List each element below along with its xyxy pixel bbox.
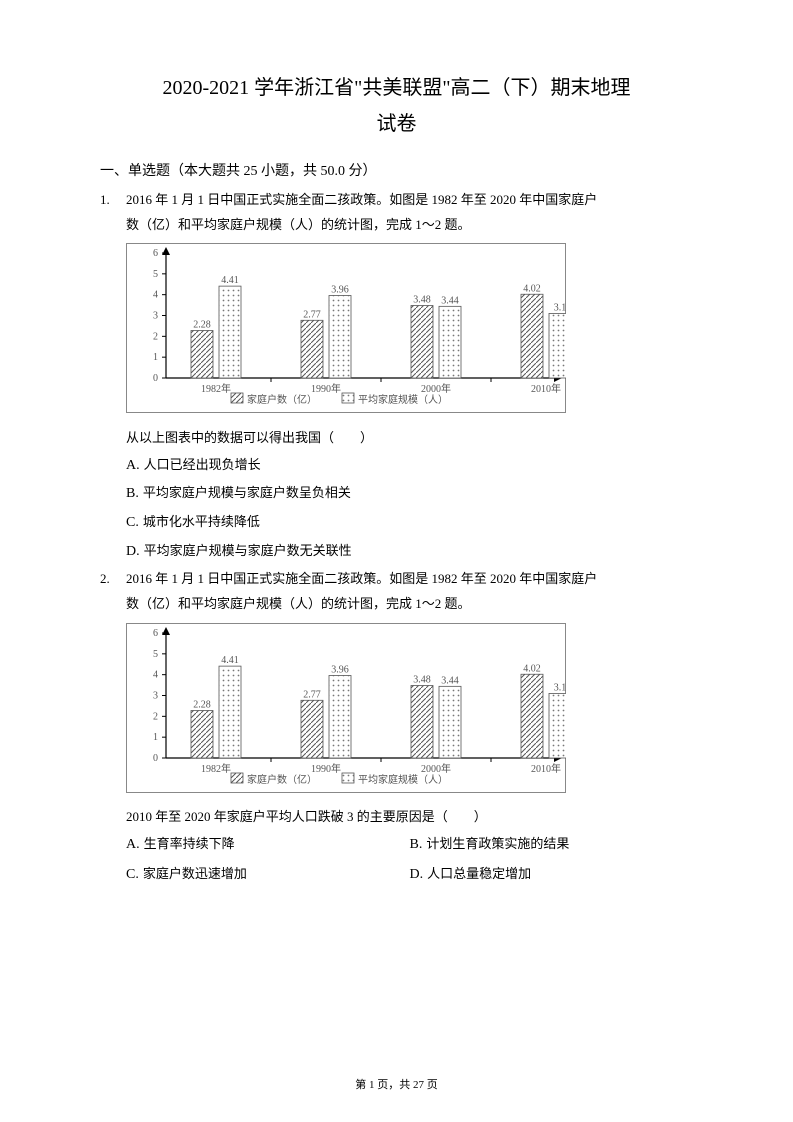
svg-text:3.96: 3.96 — [331, 664, 349, 675]
svg-text:平均家庭规模（人）: 平均家庭规模（人） — [358, 773, 448, 786]
question-stem: 数（亿）和平均家庭户规模（人）的统计图，完成 1～2 题。 — [126, 213, 693, 238]
svg-text:3: 3 — [153, 690, 158, 701]
svg-text:4.41: 4.41 — [221, 276, 239, 287]
question-2: 2. 2016 年 1 月 1 日中国正式实施全面二孩政策。如图是 1982 年… — [100, 567, 693, 891]
option-label: C. — [126, 515, 139, 530]
svg-text:1990年: 1990年 — [311, 762, 341, 775]
exam-page: 2020-2021 学年浙江省"共美联盟"高二（下）期末地理 试卷 一、单选题（… — [0, 0, 793, 1122]
svg-text:4: 4 — [153, 669, 158, 680]
svg-text:2000年: 2000年 — [421, 762, 451, 775]
page-footer: 第 1 页，共 27 页 — [0, 1076, 793, 1092]
option-text: 平均家庭户规模与家庭户数无关联性 — [144, 543, 352, 558]
title-line-2: 试卷 — [100, 106, 693, 142]
svg-text:2010年: 2010年 — [531, 382, 561, 395]
svg-text:2.77: 2.77 — [303, 310, 321, 321]
svg-text:0: 0 — [153, 753, 158, 764]
section-heading: 一、单选题（本大题共 25 小题，共 50.0 分） — [100, 160, 693, 180]
question-number: 1. — [100, 188, 126, 567]
option-text: 平均家庭户规模与家庭户数呈负相关 — [143, 485, 351, 500]
question-ask: 从以上图表中的数据可以得出我国（ ） — [126, 426, 693, 451]
bar-chart-svg: 0 1 2 3 4 5 6 2.28 4.41 1982年 2.77 3.96 1990年 3.48 3.4… — [126, 623, 566, 793]
question-stem: 2016 年 1 月 1 日中国正式实施全面二孩政策。如图是 1982 年至 2… — [126, 188, 693, 213]
svg-text:1: 1 — [153, 353, 158, 364]
svg-text:6: 6 — [153, 248, 158, 259]
svg-text:3.1: 3.1 — [554, 303, 566, 314]
option-b: B.计划生育政策实施的结果 — [410, 832, 694, 859]
option-label: A. — [126, 837, 140, 852]
svg-text:2010年: 2010年 — [531, 762, 561, 775]
svg-text:家庭户数（亿）: 家庭户数（亿） — [247, 393, 317, 406]
bar-chart-svg: 0 1 2 3 4 5 6 2.28 4.41 1982年 2.77 3.96 1990年 3.48 3.4… — [126, 243, 566, 413]
svg-text:家庭户数（亿）: 家庭户数（亿） — [247, 773, 317, 786]
svg-text:4.02: 4.02 — [523, 284, 541, 295]
option-text: 人口已经出现负增长 — [144, 457, 261, 472]
option-label: D. — [410, 867, 424, 882]
option-d: D.人口总量稳定增加 — [410, 862, 694, 889]
option-a: A. 人口已经出现负增长 — [126, 453, 693, 480]
svg-text:2000年: 2000年 — [421, 382, 451, 395]
svg-text:1982年: 1982年 — [201, 382, 231, 395]
option-label: B. — [410, 837, 423, 852]
svg-text:3.48: 3.48 — [413, 295, 431, 306]
svg-text:0: 0 — [153, 373, 158, 384]
svg-text:2.28: 2.28 — [193, 320, 211, 331]
svg-text:1: 1 — [153, 732, 158, 743]
question-number: 2. — [100, 567, 126, 891]
option-text: 城市化水平持续降低 — [143, 514, 260, 529]
option-c: C. 城市化水平持续降低 — [126, 510, 693, 537]
svg-text:4.41: 4.41 — [221, 655, 239, 666]
option-label: A. — [126, 458, 140, 473]
chart-1: 0 1 2 3 4 5 6 2.28 4.41 1982年 2.77 3.96 1990年 3.48 3.4… — [126, 243, 693, 422]
svg-text:3: 3 — [153, 311, 158, 322]
svg-text:3.44: 3.44 — [441, 296, 459, 307]
option-label: B. — [126, 486, 139, 501]
svg-text:平均家庭规模（人）: 平均家庭规模（人） — [358, 393, 448, 406]
svg-text:1982年: 1982年 — [201, 762, 231, 775]
question-1: 1. 2016 年 1 月 1 日中国正式实施全面二孩政策。如图是 1982 年… — [100, 188, 693, 567]
option-b: B. 平均家庭户规模与家庭户数呈负相关 — [126, 481, 693, 508]
question-stem: 数（亿）和平均家庭户规模（人）的统计图，完成 1～2 题。 — [126, 592, 693, 617]
svg-text:3.96: 3.96 — [331, 285, 349, 296]
option-text: 家庭户数迅速增加 — [143, 866, 247, 881]
option-d: D. 平均家庭户规模与家庭户数无关联性 — [126, 539, 693, 566]
svg-text:5: 5 — [153, 269, 158, 280]
svg-text:2: 2 — [153, 332, 158, 343]
option-label: C. — [126, 867, 139, 882]
svg-text:6: 6 — [153, 628, 158, 639]
svg-text:2.77: 2.77 — [303, 689, 321, 700]
question-ask: 2010 年至 2020 年家庭户平均人口跌破 3 的主要原因是（ ） — [126, 805, 693, 830]
option-a: A. 生育率持续下降 — [126, 832, 410, 859]
svg-text:2.28: 2.28 — [193, 699, 211, 710]
svg-text:4.02: 4.02 — [523, 663, 541, 674]
svg-text:3.44: 3.44 — [441, 675, 459, 686]
option-text: 计划生育政策实施的结果 — [426, 836, 569, 851]
option-c: C. 家庭户数迅速增加 — [126, 862, 410, 889]
svg-text:3.48: 3.48 — [413, 674, 431, 685]
svg-text:4: 4 — [153, 290, 158, 301]
title-line-1: 2020-2021 学年浙江省"共美联盟"高二（下）期末地理 — [100, 70, 693, 106]
option-text: 生育率持续下降 — [144, 836, 235, 851]
chart-2: 0 1 2 3 4 5 6 2.28 4.41 1982年 2.77 3.96 1990年 3.48 3.4… — [126, 623, 693, 802]
question-stem: 2016 年 1 月 1 日中国正式实施全面二孩政策。如图是 1982 年至 2… — [126, 567, 693, 592]
svg-text:2: 2 — [153, 711, 158, 722]
svg-text:3.1: 3.1 — [554, 682, 566, 693]
option-label: D. — [126, 544, 140, 559]
svg-text:5: 5 — [153, 648, 158, 659]
option-text: 人口总量稳定增加 — [427, 866, 531, 881]
svg-text:1990年: 1990年 — [311, 382, 341, 395]
page-title: 2020-2021 学年浙江省"共美联盟"高二（下）期末地理 试卷 — [100, 70, 693, 142]
